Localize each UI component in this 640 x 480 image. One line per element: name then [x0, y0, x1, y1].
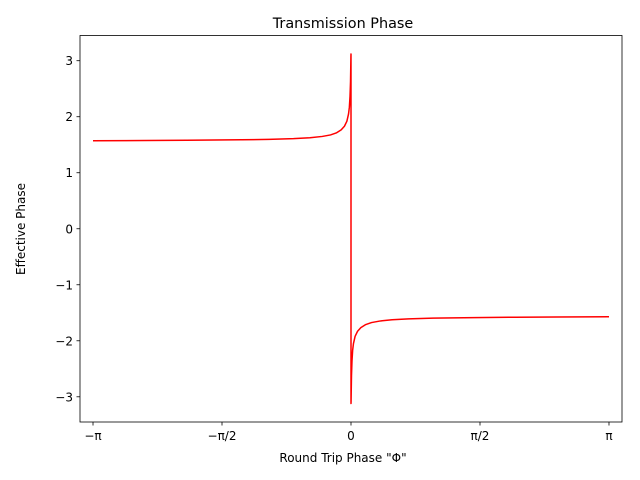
y-axis: −3 −2 −1 0 1 2 3: [55, 54, 80, 404]
x-tick-label: 0: [347, 429, 355, 443]
y-tick-label: −3: [55, 390, 73, 404]
x-tick-label: π: [605, 429, 612, 443]
x-tick-label: −π/2: [208, 429, 237, 443]
y-tick-label: 1: [65, 166, 73, 180]
y-tick-label: 2: [65, 110, 73, 124]
plot-area: [93, 53, 609, 405]
series-line-0: [93, 53, 609, 405]
y-tick-label: −1: [55, 278, 73, 292]
y-axis-label: Effective Phase: [14, 183, 28, 275]
y-tick-label: 3: [65, 54, 73, 68]
y-tick-label: 0: [65, 222, 73, 236]
x-tick-label: −π: [84, 429, 101, 443]
y-tick-label: −2: [55, 334, 73, 348]
chart-title: Transmission Phase: [272, 16, 414, 32]
x-axis: −π −π/2 0 π/2 π: [84, 422, 613, 443]
x-tick-label: π/2: [471, 429, 490, 443]
x-axis-label: Round Trip Phase "Φ": [279, 451, 406, 465]
